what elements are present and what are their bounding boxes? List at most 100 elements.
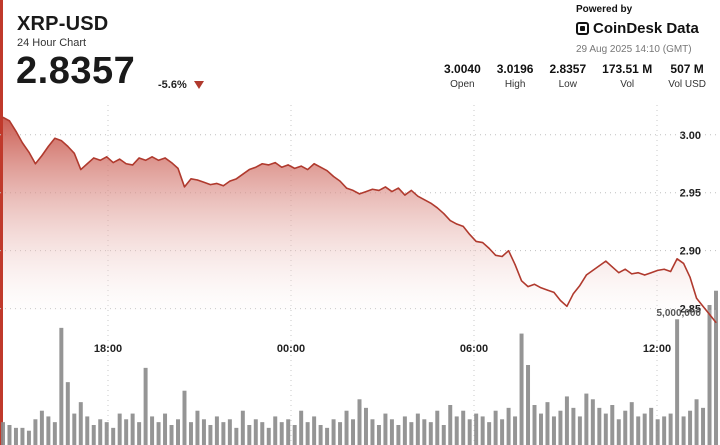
- volume-bar: [91, 425, 96, 445]
- volume-bar: [590, 399, 595, 445]
- price-point: [533, 283, 536, 285]
- volume-bar: [305, 422, 310, 445]
- price-point: [670, 270, 672, 273]
- price-point: [611, 266, 613, 268]
- stat-label: Vol: [620, 79, 635, 90]
- volume-bar: [467, 419, 472, 445]
- price-point: [417, 195, 419, 197]
- stat-value: 507 M: [670, 62, 704, 76]
- volume-bar: [487, 422, 492, 445]
- x-tick-label: 18:00: [94, 343, 122, 355]
- volume-bar: [480, 416, 485, 445]
- accent-bar: [0, 0, 3, 445]
- price-point: [475, 240, 477, 243]
- volume-bar: [389, 419, 394, 445]
- volume-bar: [474, 413, 479, 445]
- price-point: [229, 180, 231, 182]
- price-point: [196, 179, 199, 181]
- price-point: [631, 273, 633, 275]
- volume-bar: [668, 413, 673, 445]
- price-point: [520, 280, 523, 282]
- volume-bar: [351, 419, 356, 445]
- volume-bar: [363, 407, 368, 445]
- stat-label: Open: [450, 79, 475, 90]
- volume-bar: [564, 396, 569, 445]
- volume-bar: [402, 416, 407, 445]
- price-point: [34, 163, 37, 165]
- price-point: [559, 299, 562, 302]
- price-point: [579, 284, 581, 287]
- volume-bar: [1, 422, 5, 445]
- price-point: [663, 268, 665, 270]
- price-point: [566, 305, 568, 307]
- volume-bar: [707, 305, 712, 445]
- price-point: [371, 188, 374, 190]
- price-point: [80, 168, 82, 171]
- stat-label: Vol USD: [668, 79, 706, 90]
- volume-bar: [681, 416, 686, 445]
- price-point: [170, 161, 173, 164]
- price-point: [119, 158, 121, 160]
- price-point: [177, 167, 179, 169]
- volume-bar: [551, 416, 556, 445]
- volume-bar: [370, 419, 375, 445]
- price-point: [307, 168, 309, 171]
- stat-value: 173.51 M: [602, 62, 653, 76]
- price-point: [702, 305, 704, 307]
- volume-bar: [519, 333, 524, 445]
- price-point: [469, 233, 471, 236]
- volume-bar: [266, 427, 271, 445]
- volume-bar: [234, 427, 239, 445]
- price-point: [157, 159, 160, 161]
- volume-bar: [376, 425, 381, 445]
- coindesk-logo-icon: [576, 22, 589, 35]
- current-price: 2.8357: [16, 50, 136, 92]
- price-point: [501, 255, 503, 258]
- price-point: [151, 156, 153, 158]
- price-point: [462, 225, 464, 227]
- volume-bar: [26, 430, 31, 445]
- stat-label: High: [504, 79, 526, 90]
- price-point: [495, 254, 497, 256]
- powered-by-label: Powered by: [576, 4, 633, 15]
- price-point: [183, 186, 186, 188]
- volume-bar: [273, 416, 278, 445]
- price-point: [67, 145, 69, 147]
- stat-value: 3.0040: [444, 62, 481, 76]
- price-point: [378, 189, 380, 192]
- volume-bar: [655, 419, 660, 445]
- stat-label: Low: [558, 79, 577, 90]
- price-point: [294, 167, 296, 169]
- price-point: [99, 159, 101, 161]
- price-point: [449, 219, 451, 222]
- volume-bar: [532, 405, 537, 445]
- price-point: [106, 156, 108, 158]
- volume-bar: [428, 422, 433, 445]
- price-point: [209, 184, 212, 186]
- price-point: [695, 297, 698, 299]
- price-point: [384, 186, 387, 188]
- volume-bar: [253, 419, 258, 445]
- volume-tick-label: 5,000,000: [657, 308, 702, 319]
- asset-title: XRP-USD: [17, 13, 109, 35]
- volume-bar: [299, 410, 304, 445]
- price-point: [540, 287, 542, 289]
- price-point: [423, 199, 425, 201]
- price-area: [3, 117, 716, 323]
- volume-bar: [636, 416, 641, 445]
- stat-high: 3.0196 High: [497, 62, 534, 90]
- volume-bar: [124, 419, 129, 445]
- volume-bar: [325, 427, 330, 445]
- price-point: [222, 185, 224, 187]
- price-point: [300, 165, 302, 167]
- volume-bar: [176, 419, 181, 445]
- price-point: [8, 120, 11, 122]
- volume-bar: [616, 419, 621, 445]
- volume-bar: [649, 407, 654, 445]
- volume-bar: [221, 422, 226, 445]
- price-point: [358, 193, 361, 195]
- price-point: [216, 182, 218, 185]
- brand-logo-group[interactable]: CoinDesk Data: [576, 20, 699, 37]
- volume-bar: [506, 407, 511, 445]
